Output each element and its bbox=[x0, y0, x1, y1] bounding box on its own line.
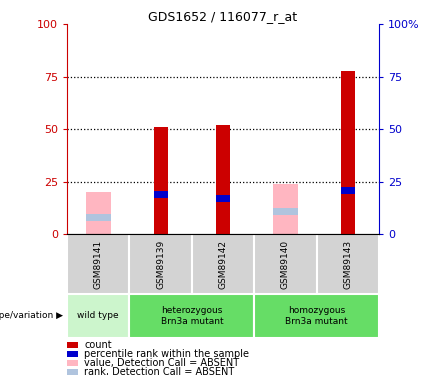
Text: GSM89143: GSM89143 bbox=[343, 240, 352, 289]
Bar bbox=[129, 234, 192, 294]
Bar bbox=[129, 294, 254, 338]
Text: GSM89139: GSM89139 bbox=[156, 240, 165, 289]
Text: GSM89142: GSM89142 bbox=[219, 240, 227, 289]
Bar bbox=[67, 294, 129, 338]
Bar bbox=[67, 342, 78, 348]
Bar bbox=[67, 360, 78, 366]
Bar bbox=[86, 192, 111, 234]
Text: rank, Detection Call = ABSENT: rank, Detection Call = ABSENT bbox=[84, 367, 235, 375]
Bar bbox=[254, 234, 317, 294]
Bar bbox=[341, 70, 355, 234]
Bar bbox=[273, 184, 298, 234]
Bar bbox=[341, 187, 355, 194]
Text: genotype/variation ▶: genotype/variation ▶ bbox=[0, 311, 63, 320]
Bar bbox=[67, 351, 78, 357]
Text: count: count bbox=[84, 340, 112, 350]
Bar bbox=[67, 234, 129, 294]
Bar bbox=[192, 234, 254, 294]
Text: percentile rank within the sample: percentile rank within the sample bbox=[84, 349, 249, 359]
Text: GSM89141: GSM89141 bbox=[94, 240, 103, 289]
Bar bbox=[154, 191, 168, 198]
Bar bbox=[216, 195, 230, 202]
Text: homozygous
Brn3a mutant: homozygous Brn3a mutant bbox=[285, 306, 348, 326]
Bar bbox=[317, 234, 379, 294]
Text: wild type: wild type bbox=[78, 311, 119, 320]
Text: heterozygous
Brn3a mutant: heterozygous Brn3a mutant bbox=[161, 306, 223, 326]
Bar bbox=[216, 125, 230, 234]
Bar bbox=[273, 208, 298, 215]
Bar bbox=[67, 369, 78, 375]
Title: GDS1652 / 116077_r_at: GDS1652 / 116077_r_at bbox=[149, 10, 297, 23]
Text: GSM89140: GSM89140 bbox=[281, 240, 290, 289]
Bar bbox=[254, 294, 379, 338]
Text: value, Detection Call = ABSENT: value, Detection Call = ABSENT bbox=[84, 358, 239, 368]
Bar bbox=[154, 127, 168, 234]
Bar bbox=[86, 214, 111, 221]
